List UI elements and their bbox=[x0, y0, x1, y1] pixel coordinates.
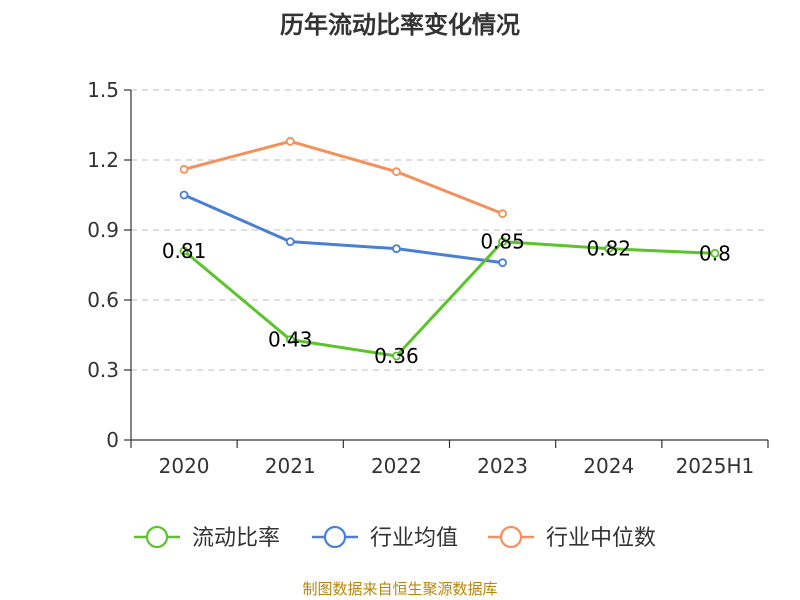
legend-item-0[interactable]: 流动比率 bbox=[134, 525, 280, 551]
data-point[interactable] bbox=[285, 335, 295, 345]
source-note: 制图数据来自恒生聚源数据库 bbox=[302, 580, 497, 598]
data-label: 0.8 bbox=[699, 241, 731, 265]
legend-swatch-marker bbox=[323, 525, 347, 549]
legend-label: 流动比率 bbox=[192, 526, 280, 551]
legend-swatch-marker bbox=[499, 525, 523, 549]
data-point[interactable] bbox=[498, 237, 507, 247]
data-label: 0.85 bbox=[480, 230, 525, 254]
legend[interactable]: 流动比率 行业均值 行业中位数 bbox=[134, 525, 656, 551]
data-point[interactable] bbox=[285, 237, 295, 247]
data-point[interactable] bbox=[179, 246, 189, 256]
data-label: 0.82 bbox=[586, 237, 631, 261]
series-line-2 bbox=[183, 139, 504, 216]
y-tick-label: 0.6 bbox=[87, 288, 119, 312]
x-tick-label: 2024 bbox=[583, 454, 634, 478]
legend-label: 行业中位数 bbox=[546, 526, 656, 551]
data-point[interactable] bbox=[498, 209, 507, 219]
y-tick-label: 1.2 bbox=[87, 148, 119, 172]
axes: 0 0.3 0.6 0.9 1.2 1.5 2020 2021 2022 2023 2024 2025… bbox=[87, 78, 769, 478]
legend-item-1[interactable]: 行业均值 bbox=[312, 525, 458, 551]
series-line-0 bbox=[183, 240, 715, 358]
grid-lines bbox=[131, 89, 768, 371]
data-point[interactable] bbox=[498, 258, 507, 268]
x-tick-label: 2020 bbox=[159, 454, 210, 478]
x-tick-label: 2022 bbox=[371, 454, 422, 478]
y-tick-label: 0.3 bbox=[87, 358, 119, 382]
data-labels: 0.81 0.43 0.36 0.85 0.82 0.8 bbox=[162, 230, 731, 368]
data-point[interactable] bbox=[285, 136, 295, 146]
data-label: 0.81 bbox=[162, 239, 207, 263]
legend-swatch-marker bbox=[145, 525, 169, 549]
data-point[interactable] bbox=[392, 244, 401, 254]
data-point[interactable] bbox=[392, 351, 401, 361]
data-point[interactable] bbox=[179, 164, 189, 174]
chart-title: 历年流动比率变化情况 bbox=[280, 11, 520, 39]
data-point[interactable] bbox=[179, 190, 189, 200]
data-label: 0.36 bbox=[374, 344, 419, 368]
series-group bbox=[179, 136, 720, 361]
y-tick-label: 1.5 bbox=[87, 78, 119, 102]
data-label: 0.43 bbox=[268, 328, 313, 352]
x-tick-label: 2025H1 bbox=[676, 454, 755, 478]
data-point[interactable] bbox=[604, 244, 614, 254]
y-tick-label: 0 bbox=[106, 428, 119, 452]
legend-item-2[interactable]: 行业中位数 bbox=[488, 525, 656, 551]
data-point[interactable] bbox=[710, 248, 720, 258]
y-tick-label: 0.9 bbox=[87, 218, 119, 242]
x-tick-label: 2021 bbox=[265, 454, 316, 478]
legend-label: 行业均值 bbox=[370, 526, 458, 551]
x-tick-label: 2023 bbox=[477, 454, 528, 478]
series-line-1 bbox=[183, 193, 503, 265]
data-point[interactable] bbox=[392, 167, 401, 177]
